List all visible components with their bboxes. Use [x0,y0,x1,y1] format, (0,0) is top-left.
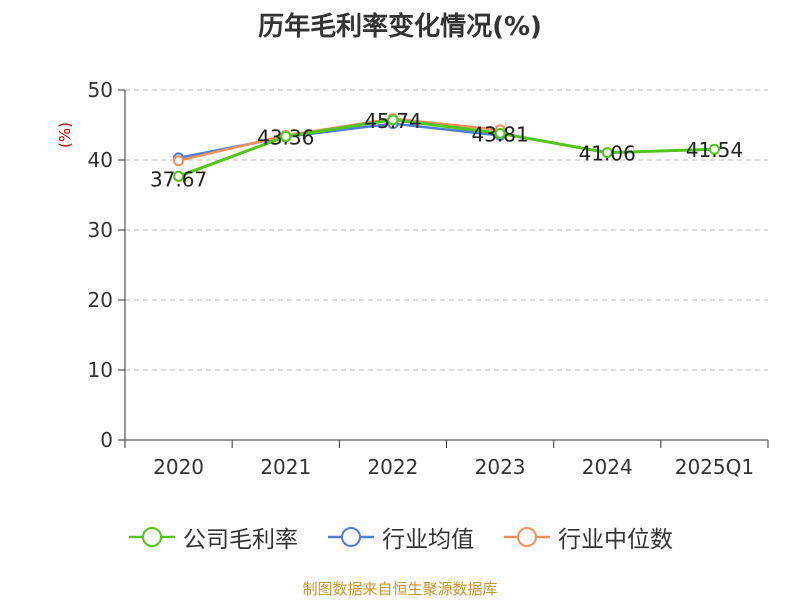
legend-label-industry-mean: 行业均值 [382,527,474,553]
x-tick-label: 2024 [582,455,633,479]
y-tick-label: 30 [88,218,113,242]
legend-swatch-company [129,527,175,547]
y-tick-label: 10 [88,358,113,382]
legend-item-industry-median[interactable]: 行业中位数 [502,520,673,554]
legend-swatch-industry-mean [328,527,374,547]
data-label: 41.54 [686,138,743,162]
data-labels: 37.67 43.36 45.74 43.81 41.06 41.54 [150,109,743,191]
data-point-0 [280,130,292,142]
x-tick-label: 2025Q1 [675,455,754,479]
legend-label-company: 公司毛利率 [183,527,298,553]
data-label: 41.06 [579,142,636,166]
data-point-2 [173,155,185,167]
data-point-0 [387,114,399,126]
series-line-2 [178,117,501,162]
y-tick-label: 50 [88,78,113,102]
legend-swatch-marker [341,527,361,547]
data-point-0 [494,127,506,139]
data-point-0 [708,143,720,155]
x-tick-label: 2020 [153,455,204,479]
y-tick-label: 20 [88,288,113,312]
legend-swatch-marker [142,527,162,547]
y-tick-label: 0 [100,428,113,452]
gridlines [125,89,768,371]
data-label: 45.74 [364,109,421,133]
x-tick-label: 2021 [260,455,311,479]
legend: 公司毛利率 行业均值 行业中位数 [0,520,800,554]
legend-swatch-industry-median [504,527,550,547]
data-label: 43.81 [471,122,528,146]
legend-item-company[interactable]: 公司毛利率 [127,520,298,554]
axes: 0 10 20 30 40 50 2020 2021 2022 2023 2024 2025Q1 [88,78,769,479]
legend-item-industry-mean[interactable]: 行业均值 [326,520,474,554]
series-lines [173,113,720,182]
data-point-0 [601,147,613,159]
data-label: 43.36 [257,125,314,149]
x-tick-label: 2023 [475,455,526,479]
x-tick-label: 2022 [367,455,418,479]
legend-label-industry-median: 行业中位数 [558,527,673,553]
series-line-0 [178,118,715,178]
legend-swatch-marker [517,527,537,547]
source-note: 制图数据来自恒生聚源数据库 [302,580,498,598]
data-label: 37.67 [150,167,207,191]
chart-title: 历年毛利率变化情况(%) [258,12,542,42]
data-point-0 [173,170,185,182]
y-tick-label: 40 [88,148,113,172]
